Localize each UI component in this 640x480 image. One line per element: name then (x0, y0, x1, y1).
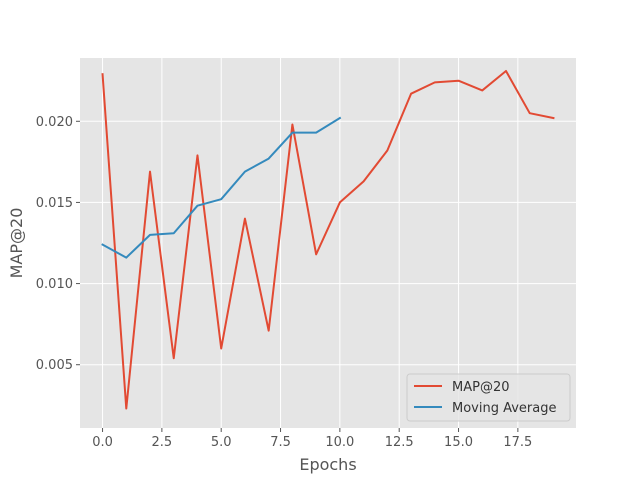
x-tick-label: 7.5 (270, 435, 291, 450)
legend: MAP@20 Moving Average (406, 373, 571, 422)
legend-box (406, 373, 571, 422)
x-tick-label: 0.0 (92, 435, 113, 450)
series-line-moving-average (101, 116, 342, 259)
plot-background (80, 58, 576, 428)
y-tick-label: 0.020 (36, 115, 73, 130)
y-tick-label: 0.005 (36, 358, 73, 373)
legend-label-map20: MAP@20 (452, 380, 510, 395)
x-axis-ticks: 0.0 2.5 5.0 7.5 10.0 12.5 15.0 17.5 (92, 428, 532, 450)
y-tick-label: 0.010 (36, 277, 73, 292)
y-axis-label: MAP@20 (7, 208, 26, 279)
x-tick-label: 12.5 (385, 435, 414, 450)
legend-label-moving-average: Moving Average (452, 401, 556, 416)
x-tick-label: 17.5 (503, 435, 532, 450)
x-tick-label: 2.5 (152, 435, 173, 450)
series-line-map-20 (101, 69, 555, 410)
x-tick-label: 5.0 (211, 435, 232, 450)
x-tick-label: 10.0 (325, 435, 354, 450)
x-tick-label: 15.0 (444, 435, 473, 450)
x-axis-label: Epochs (299, 455, 356, 474)
series-lines (101, 69, 555, 410)
y-axis-ticks: 0.005 0.010 0.015 0.020 (36, 115, 80, 373)
y-tick-label: 0.015 (36, 196, 73, 211)
